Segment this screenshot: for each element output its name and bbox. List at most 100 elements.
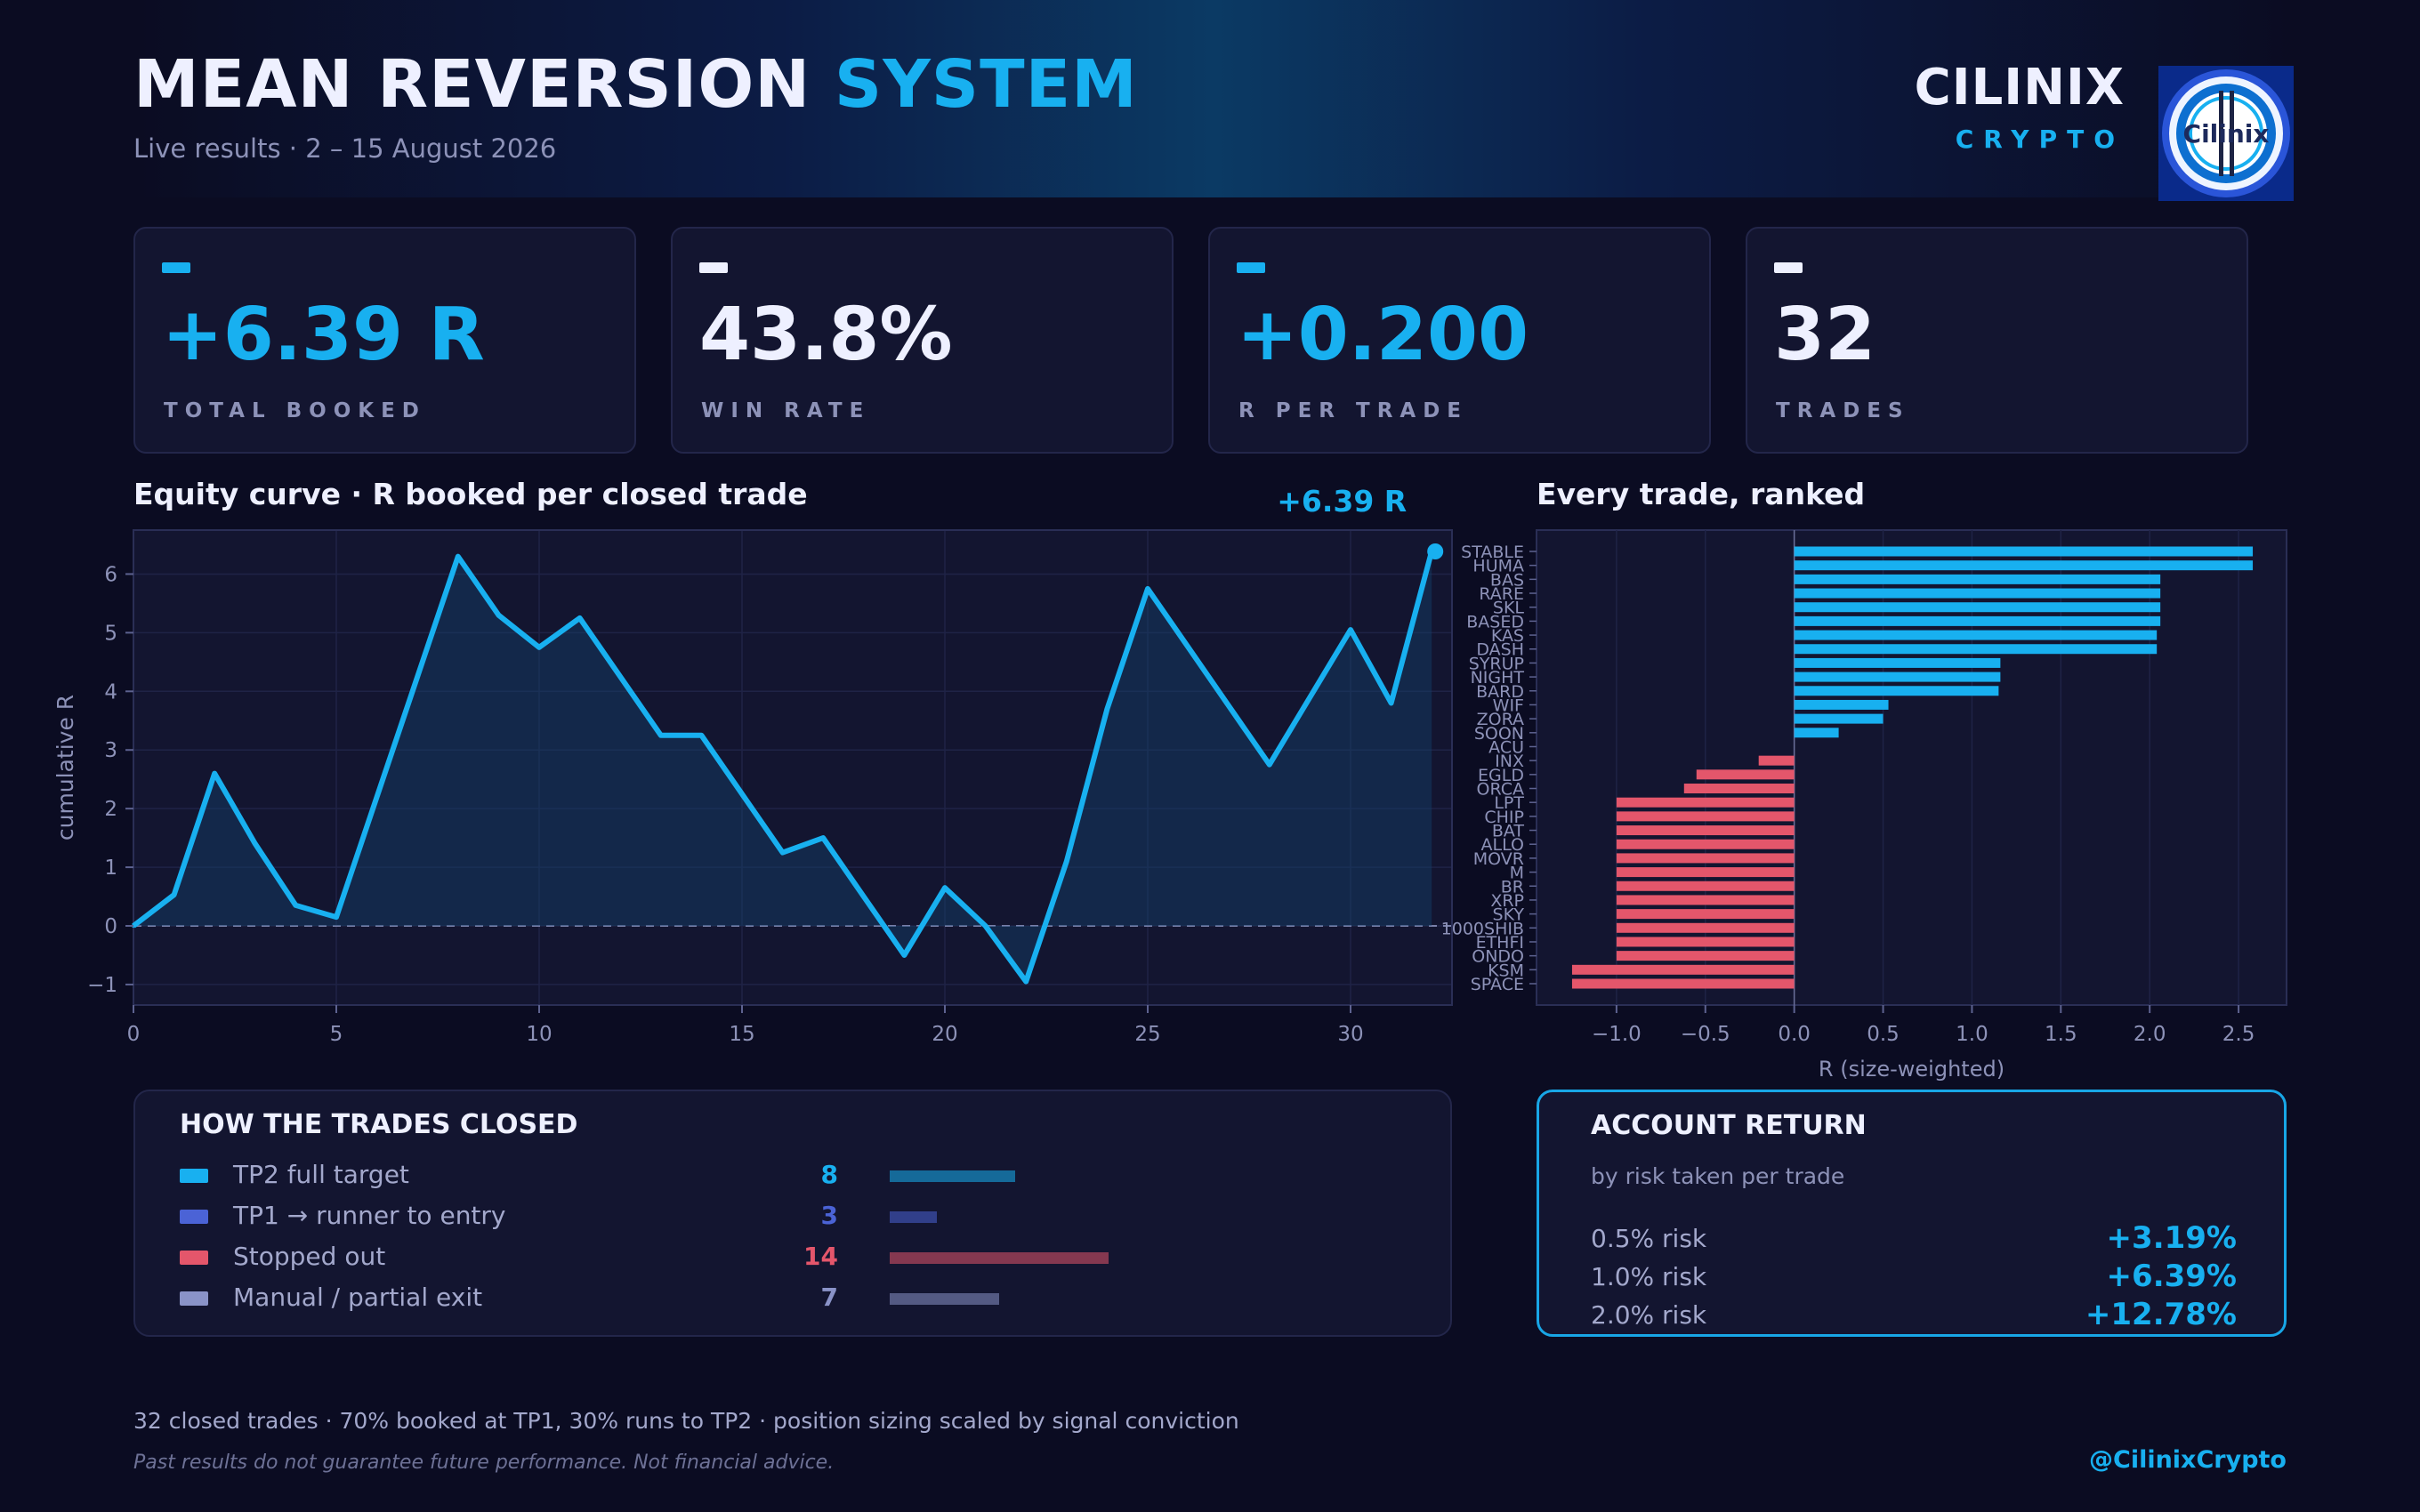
equity-point — [699, 733, 704, 737]
social-handle-link[interactable]: @CilinixCrypto — [2089, 1446, 2287, 1474]
header-band — [133, 0, 2294, 197]
equity-point — [1146, 586, 1150, 591]
exit-type-label: Manual / partial exit — [233, 1283, 483, 1312]
equity-point — [1267, 762, 1271, 767]
return-value: +3.19% — [2106, 1220, 2237, 1256]
equity-point — [1349, 628, 1352, 632]
exit-type-bar — [890, 1211, 937, 1223]
equity-point — [1389, 701, 1393, 705]
x-tick-label: 20 — [932, 1023, 957, 1046]
kpi-accent-tick — [1774, 262, 1803, 273]
y-tick-label: 1 — [104, 857, 117, 880]
exit-type-count: 14 — [803, 1242, 838, 1271]
kpi-r-per-trade: +0.200 R PER TRADE — [1208, 227, 1711, 454]
exit-type-count: 7 — [820, 1283, 838, 1312]
y-tick-label: 3 — [104, 739, 117, 762]
exit-type-row: Manual / partial exit 7 — [180, 1283, 1158, 1318]
equity-point — [294, 903, 298, 907]
equity-chart-title: Equity curve · R booked per closed trade — [133, 477, 808, 511]
kpi-value: +0.200 — [1237, 293, 1529, 377]
kpi-value: 32 — [1774, 293, 1876, 377]
equity-point — [1227, 704, 1231, 708]
y-tick-label: −1 — [87, 974, 117, 997]
y-tick-label: 2 — [104, 798, 117, 821]
equity-point — [496, 613, 501, 617]
exit-type-bar — [890, 1170, 1015, 1182]
x-tick-label: 30 — [1337, 1023, 1363, 1046]
equity-point — [983, 924, 988, 928]
risk-label: 0.5% risk — [1591, 1224, 1707, 1253]
brand-subtitle: CRYPTO — [1955, 125, 2125, 154]
legend-swatch — [180, 1251, 208, 1265]
legend-swatch — [180, 1210, 208, 1224]
exit-type-row: Stopped out 14 — [180, 1242, 1158, 1277]
account-return-subtitle: by risk taken per trade — [1591, 1163, 1845, 1189]
kpi-label: TOTAL BOOKED — [164, 399, 426, 422]
equity-point — [172, 893, 176, 897]
equity-point — [1105, 707, 1109, 712]
ranked-chart-title: Every trade, ranked — [1537, 477, 1866, 511]
equity-point — [861, 895, 866, 899]
y-axis-label: cumulative R — [52, 695, 78, 840]
title-part1: MEAN REVERSION — [133, 46, 811, 123]
equity-area — [133, 551, 1432, 982]
end-marker — [1427, 543, 1444, 559]
equity-point — [577, 615, 582, 620]
exit-type-label: TP1 → runner to entry — [233, 1201, 506, 1230]
x-tick-label: 0 — [127, 1023, 141, 1046]
equity-point — [740, 792, 744, 796]
equity-point — [658, 733, 663, 737]
equity-point — [335, 915, 338, 920]
equity-point — [1064, 859, 1069, 864]
kpi-value: +6.39 R — [162, 293, 485, 377]
exit-type-row: TP1 → runner to entry 3 — [180, 1201, 1158, 1236]
legend-swatch — [180, 1169, 208, 1183]
equity-point — [1186, 645, 1190, 649]
equity-point — [780, 850, 785, 855]
kpi-accent-tick — [1237, 262, 1265, 273]
return-value: +12.78% — [2085, 1297, 2237, 1332]
page-subtitle: Live results · 2 – 15 August 2026 — [133, 133, 557, 164]
return-row: 2.0% risk +12.78% — [1591, 1297, 2237, 1336]
kpi-label: R PER TRADE — [1238, 399, 1469, 422]
equity-point — [213, 771, 217, 776]
footer-disclaimer: Past results do not guarantee future per… — [133, 1452, 835, 1474]
kpi-value: 43.8% — [699, 293, 953, 377]
how-closed-panel: HOW THE TRADES CLOSED TP2 full target 8 TP… — [133, 1090, 1452, 1337]
y-tick-label: 5 — [104, 622, 117, 645]
logo-text: Cilinix — [2183, 119, 2270, 149]
exit-type-bar — [890, 1293, 1000, 1305]
kpi-trades: 32 TRADES — [1746, 227, 2248, 454]
kpi-total-booked: +6.39 R TOTAL BOOKED — [133, 227, 636, 454]
exit-type-label: Stopped out — [233, 1242, 386, 1271]
end-value-label: +6.39 R — [1277, 484, 1407, 519]
brand-logo: Cilinix — [2158, 66, 2294, 201]
equity-point — [618, 674, 623, 679]
x-tick-label: 5 — [330, 1023, 343, 1046]
equity-point — [537, 645, 541, 649]
page-title: MEAN REVERSION SYSTEM — [133, 46, 1138, 123]
exit-type-count: 8 — [820, 1160, 838, 1189]
y-tick-label: 0 — [104, 915, 117, 938]
exit-type-label: TP2 full target — [233, 1160, 409, 1189]
y-tick-label: 6 — [104, 563, 117, 586]
risk-label: 1.0% risk — [1591, 1262, 1707, 1291]
equity-point — [375, 794, 379, 799]
exit-type-row: TP2 full target 8 — [180, 1160, 1158, 1195]
y-tick-label: 4 — [104, 680, 117, 704]
legend-swatch — [180, 1291, 208, 1306]
equity-point — [253, 841, 257, 846]
kpi-win-rate: 43.8% WIN RATE — [671, 227, 1174, 454]
equity-point — [943, 886, 947, 890]
equity-point — [1308, 695, 1312, 699]
footer-note: 32 closed trades · 70% booked at TP1, 30… — [133, 1408, 1239, 1434]
kpi-accent-tick — [699, 262, 728, 273]
exit-type-bar — [890, 1252, 1109, 1264]
kpi-accent-tick — [162, 262, 190, 273]
exit-type-count: 3 — [820, 1201, 838, 1230]
return-row: 0.5% risk +3.19% — [1591, 1220, 2237, 1259]
equity-point — [902, 953, 907, 957]
brand-name: CILINIX — [1914, 59, 2125, 117]
